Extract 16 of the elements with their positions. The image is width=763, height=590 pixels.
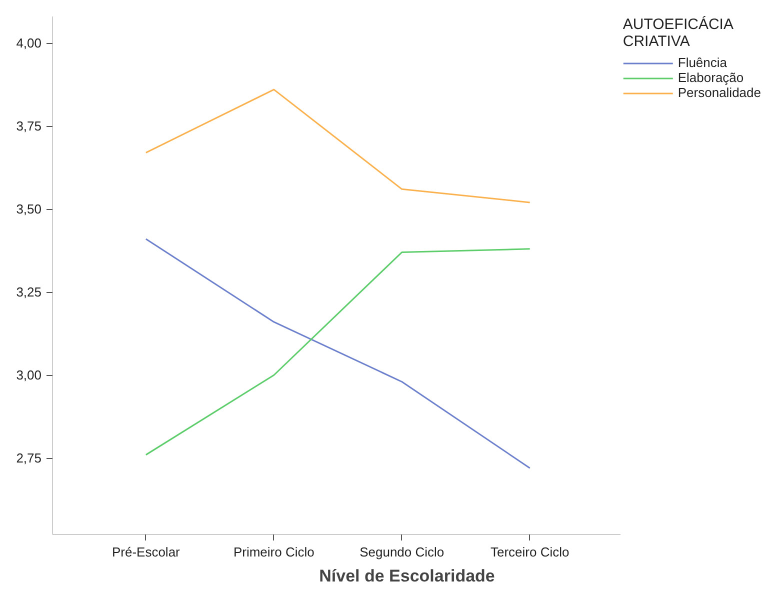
x-tick-label: Pré-Escolar — [112, 544, 181, 560]
x-tick-label: Terceiro Ciclo — [490, 544, 570, 560]
y-tick-label: 3,25 — [16, 284, 42, 300]
legend-label: Elaboração — [678, 70, 744, 85]
line-series — [145, 88, 531, 204]
legend-label: Fluência — [678, 55, 728, 70]
legend-title: AUTOEFICÁCIA CRIATIVA — [622, 16, 734, 50]
legend-label: Personalidade — [678, 85, 761, 100]
y-tick-label: 4,00 — [16, 36, 42, 51]
y-tick-label: 3,50 — [16, 202, 42, 217]
x-axis-title: Nível de Escolaridade — [319, 566, 495, 586]
y-tick-label: 2,75 — [16, 450, 42, 466]
x-tick-label: Primeiro Ciclo — [233, 544, 314, 560]
y-tick-label: 3,00 — [16, 368, 42, 383]
y-tick-label: 3,75 — [16, 118, 42, 134]
x-tick-label: Segundo Ciclo — [360, 544, 444, 560]
